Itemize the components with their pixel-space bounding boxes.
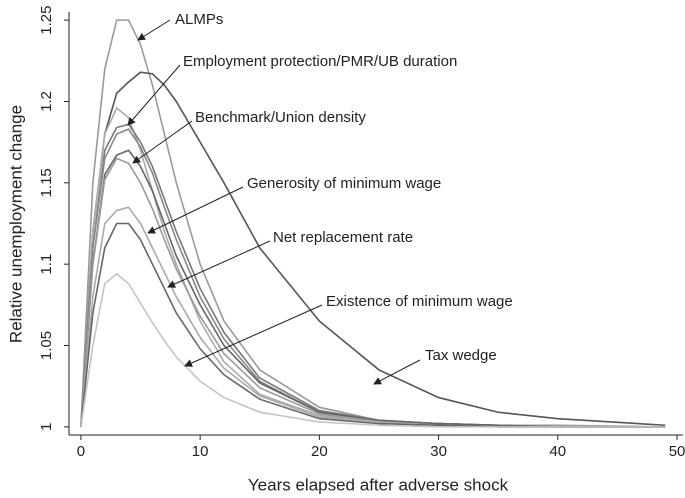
annotation: Existence of minimum wage (326, 293, 513, 310)
annotation: Benchmark/Union density (195, 109, 366, 126)
y-tick-label: 1.2 (38, 91, 55, 112)
annotation-arrow (137, 19, 171, 41)
annotation: ALMPs (175, 11, 223, 28)
series-line (80, 106, 666, 428)
annotation-arrow (373, 359, 421, 385)
x-tick-label: 30 (430, 443, 447, 460)
annotation: Employment protection/PMR/UB duration (183, 53, 457, 70)
x-tick-label: 40 (549, 443, 566, 460)
x-axis-title: Years elapsed after adverse shock (248, 475, 509, 494)
series-line (80, 149, 666, 428)
annotation: Generosity of minimum wage (247, 175, 441, 192)
annotation-arrow (147, 186, 244, 234)
y-tick-label: 1.05 (38, 331, 55, 360)
series-line (80, 71, 666, 427)
y-tick-label: 1.15 (38, 168, 55, 197)
annotation-arrow (132, 120, 193, 164)
series-line (80, 123, 666, 428)
series-line (80, 222, 666, 428)
y-tick-label: 1 (38, 423, 55, 431)
annotation-arrow (167, 240, 271, 288)
x-tick-label: 0 (77, 443, 85, 460)
annotation-arrow (184, 304, 323, 367)
annotation-arrow (127, 64, 181, 126)
y-tick-label: 1.25 (38, 6, 55, 35)
annotation: Tax wedge (425, 347, 497, 364)
x-tick-label: 50 (669, 443, 685, 460)
y-tick-label: 1.1 (38, 254, 55, 275)
annotation: Net replacement rate (273, 229, 413, 246)
series-line (80, 272, 666, 428)
x-tick-label: 10 (192, 443, 209, 460)
y-axis-title: Relative unemployment change (6, 105, 25, 343)
series-line (80, 128, 666, 428)
x-tick-label: 20 (311, 443, 328, 460)
